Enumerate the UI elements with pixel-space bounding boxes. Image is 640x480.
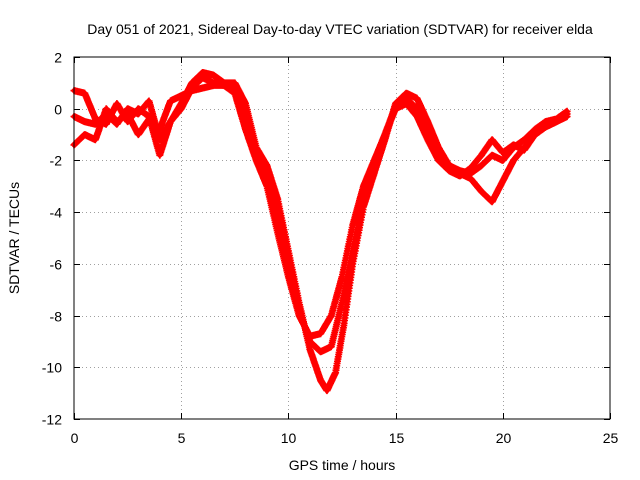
y-tick-label: -2: [50, 153, 63, 169]
x-tick-labels: 0 5 10 15 20 25: [71, 430, 619, 446]
series-markers: [70, 69, 571, 395]
x-tick-label: 10: [281, 430, 297, 446]
x-tick-label: 25: [603, 430, 619, 446]
y-tick-label: -8: [50, 309, 63, 325]
series-markers: [70, 81, 571, 340]
x-tick-label: 5: [178, 430, 186, 446]
y-tick-label: -12: [42, 412, 62, 428]
x-axis-title: GPS time / hours: [289, 457, 396, 473]
x-tick-label: 0: [71, 430, 79, 446]
y-tick-labels: -12 -10 -8 -6 -4 -2 0 2: [42, 50, 62, 428]
series-track-a: [70, 69, 571, 395]
plot-frame: [73, 56, 611, 420]
x-tick-label: 20: [496, 430, 512, 446]
series-layer: [70, 69, 571, 395]
y-axis-title: SDTVAR / TECUs: [6, 182, 22, 294]
y-tick-label: 2: [54, 50, 62, 66]
y-tick-label: -10: [42, 360, 62, 376]
ticks: [74, 57, 611, 420]
x-tick-label: 15: [389, 430, 405, 446]
chart-title: Day 051 of 2021, Sidereal Day-to-day VTE…: [87, 21, 593, 37]
y-tick-label: -4: [50, 205, 63, 221]
y-tick-label: 0: [54, 102, 62, 118]
y-tick-label: -6: [50, 257, 63, 273]
series-track-b: [70, 81, 571, 340]
